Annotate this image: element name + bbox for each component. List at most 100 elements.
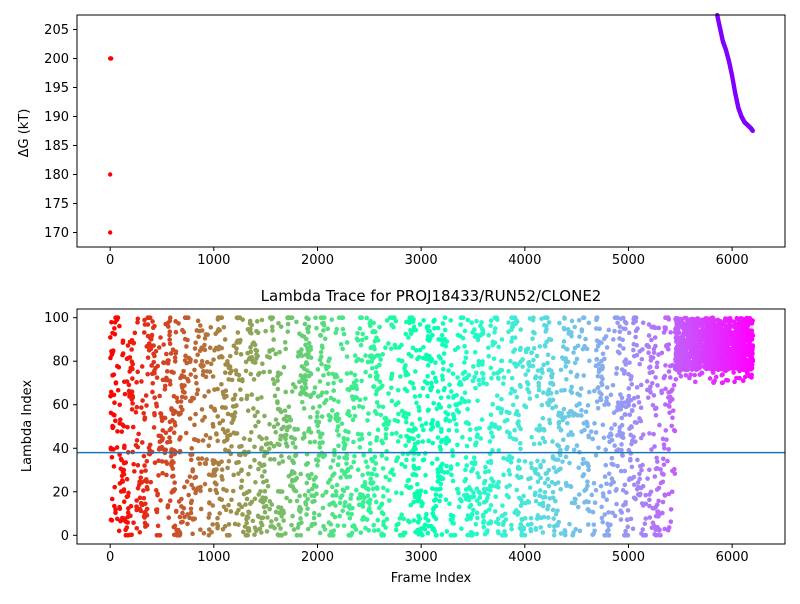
lambda-point <box>628 516 634 522</box>
lambda-point <box>289 522 294 528</box>
lambda-point <box>535 458 540 464</box>
lambda-point <box>604 345 610 350</box>
lambda-point <box>594 315 599 321</box>
lambda-point <box>425 530 431 536</box>
lambda-point <box>455 332 461 338</box>
lambda-point <box>680 357 686 363</box>
lambda-point <box>425 356 431 362</box>
lambda-point <box>584 421 590 426</box>
lambda-point <box>117 323 122 329</box>
lambda-point <box>284 443 290 449</box>
lambda-point <box>351 523 357 528</box>
lambda-point <box>537 441 542 446</box>
lambda-point <box>516 458 522 464</box>
lambda-point <box>341 331 347 337</box>
lambda-point <box>368 480 373 486</box>
lambda-point <box>664 437 669 442</box>
lambda-point <box>523 347 529 352</box>
lambda-point <box>371 384 376 389</box>
lambda-point <box>652 474 658 479</box>
lambda-point <box>121 487 127 492</box>
lambda-point <box>190 467 196 472</box>
lambda-point <box>594 399 600 404</box>
lambda-point <box>317 445 323 450</box>
lambda-point <box>298 516 303 521</box>
lambda-point <box>546 402 551 408</box>
lambda-point <box>156 458 161 464</box>
lambda-point <box>167 382 173 387</box>
lambda-point <box>473 385 478 391</box>
lambda-point <box>503 532 508 538</box>
lambda-point <box>202 481 208 487</box>
lambda-point <box>366 411 371 416</box>
lambda-point <box>298 532 304 538</box>
lambda-point <box>654 405 659 411</box>
lambda-point <box>152 370 157 376</box>
lambda-point <box>651 350 657 355</box>
lambda-point <box>433 516 439 522</box>
lambda-point <box>187 416 193 421</box>
lambda-point <box>518 446 523 452</box>
lambda-point <box>477 501 482 507</box>
lambda-point <box>278 433 283 439</box>
lambda-point <box>479 320 484 325</box>
lambda-point <box>545 506 550 512</box>
lambda-point <box>542 342 548 348</box>
lambda-point <box>542 439 548 445</box>
lambda-point <box>713 344 719 349</box>
lambda-point <box>463 355 469 361</box>
lambda-point <box>521 526 527 532</box>
lambda-point <box>640 320 646 326</box>
lambda-point <box>464 443 470 449</box>
lambda-point <box>317 379 323 384</box>
lambda-point <box>359 436 365 441</box>
lambda-point <box>495 516 501 522</box>
lambda-point <box>711 380 716 385</box>
lambda-point <box>531 346 537 351</box>
lambda-point <box>234 371 239 377</box>
lambda-point <box>655 459 660 464</box>
lambda-point <box>313 419 319 424</box>
lambda-point <box>158 411 164 417</box>
lambda-point <box>556 443 562 449</box>
lambda-point <box>109 454 115 460</box>
lambda-point <box>735 317 740 322</box>
lambda-point <box>528 515 534 521</box>
lambda-point <box>387 498 392 503</box>
lambda-point <box>654 487 660 492</box>
lambda-point <box>653 375 658 380</box>
lambda-point <box>321 523 326 529</box>
lambda-point <box>514 487 520 493</box>
lambda-point <box>540 415 546 421</box>
lambda-point <box>423 515 428 521</box>
lambda-point <box>434 406 440 412</box>
lambda-point <box>336 443 341 449</box>
lambda-point <box>329 484 335 490</box>
lambda-point <box>748 362 754 368</box>
lambda-point <box>473 441 478 447</box>
lambda-point <box>685 351 690 357</box>
lambda-point <box>370 486 376 492</box>
lambda-point <box>305 326 311 332</box>
delta-g-ytick-label: 170 <box>44 226 69 241</box>
lambda-point <box>278 371 283 377</box>
lambda-point <box>646 350 651 356</box>
lambda-point <box>411 317 416 322</box>
lambda-point <box>241 491 247 497</box>
lambda-point <box>747 331 752 336</box>
lambda-point <box>275 399 280 404</box>
lambda-point <box>298 351 303 356</box>
lambda-point <box>202 414 207 420</box>
lambda-point <box>222 370 228 375</box>
lambda-point <box>197 323 203 328</box>
lambda-point <box>468 516 473 521</box>
lambda-point <box>686 337 692 342</box>
lambda-point <box>413 369 418 374</box>
lambda-point <box>666 525 672 530</box>
lambda-point <box>495 375 501 381</box>
lambda-point <box>374 335 379 341</box>
lambda-point <box>184 344 189 349</box>
lambda-point <box>185 376 190 382</box>
lambda-point <box>173 351 178 356</box>
lambda-point <box>707 324 713 330</box>
